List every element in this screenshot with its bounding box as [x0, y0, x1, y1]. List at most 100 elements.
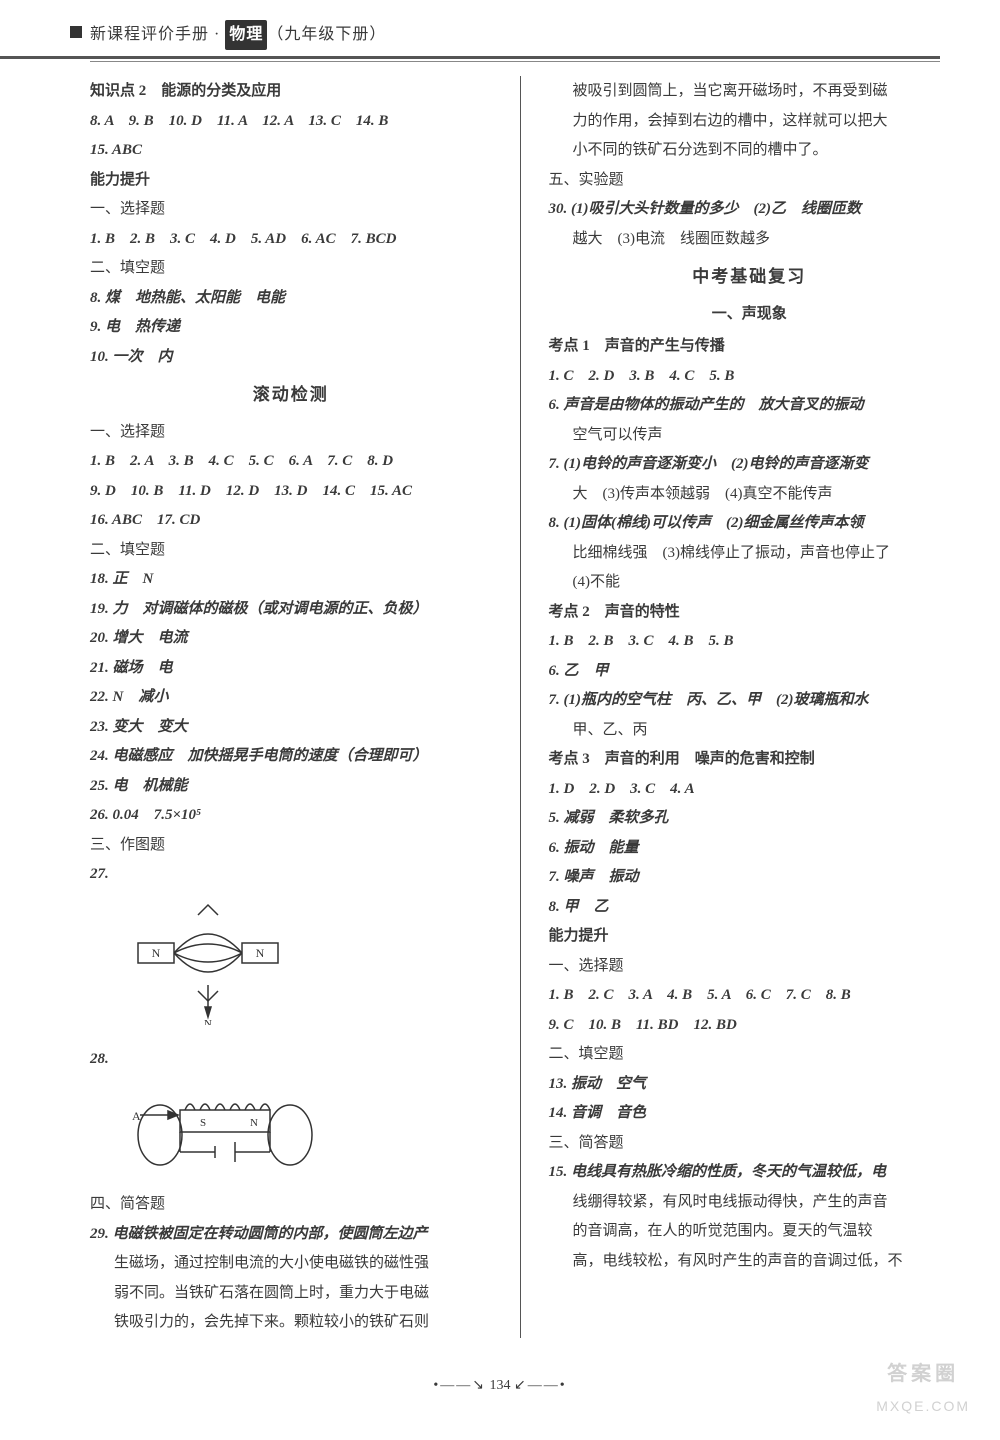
q9: 9. 电 热传递 [90, 313, 492, 342]
k2-7b: 甲、乙、丙 [549, 716, 951, 745]
q28-label: 28. [90, 1045, 492, 1074]
title-suffix: （九年级下册） [267, 26, 386, 43]
q22: 22. N 减小 [90, 683, 492, 712]
q24: 24. 电磁感应 加快摇晃手电筒的速度（合理即可） [90, 742, 492, 771]
a13: 13. 振动 空气 [549, 1070, 951, 1099]
r-sec2-heading: 二、填空题 [90, 536, 492, 565]
ability-up-heading: 能力提升 [90, 166, 492, 195]
q21: 21. 磁场 电 [90, 654, 492, 683]
watermark-bottom: MXQE.COM [876, 1393, 970, 1420]
sound-title: 一、声现象 [549, 300, 951, 329]
q18: 18. 正 N [90, 565, 492, 594]
sec2-heading: 二、填空题 [90, 254, 492, 283]
footer-deco-right: ↙——• [514, 1378, 567, 1393]
k1-7b: 大 (3)传声本领越弱 (4)真空不能传声 [549, 480, 951, 509]
right-column: 被吸引到圆筒上，当它离开磁场时，不再受到磁 力的作用，会掉到右边的槽中，这样就可… [549, 76, 951, 1337]
q30-line2: 越大 (3)电流 线圈匝数越多 [549, 225, 951, 254]
ability-heading: 能力提升 [549, 922, 951, 951]
left-column: 知识点 2 能源的分类及应用 8. A 9. B 10. D 11. A 12.… [90, 76, 492, 1337]
page-footer: •——↘ 134 ↙——• [0, 1373, 1000, 1400]
q30-line1: 30. (1)吸引大头针数量的多少 (2)乙 线圈匝数 [549, 195, 951, 224]
q19: 19. 力 对调磁体的磁极（或对调电源的正、负极） [90, 595, 492, 624]
content-columns: 知识点 2 能源的分类及应用 8. A 9. B 10. D 11. A 12.… [0, 76, 1000, 1337]
q29-line2: 生磁场，通过控制电流的大小使电磁铁的磁性强 [90, 1249, 492, 1278]
q27-diagram: N N N [120, 895, 492, 1036]
q26: 26. 0.04 7.5×10⁵ [90, 801, 492, 830]
r-sec3-heading: 三、作图题 [90, 831, 492, 860]
k2-6: 6. 乙 甲 [549, 657, 951, 686]
q29-cont1: 被吸引到圆筒上，当它离开磁场时，不再受到磁 [549, 77, 951, 106]
r1: 1. B 2. A 3. B 4. C 5. C 6. A 7. C 8. D [90, 447, 492, 476]
k1-7a: 7. (1)电铃的声音逐渐变小 (2)电铃的声音逐渐变 [549, 450, 951, 479]
a15-line3: 的音调高，在人的听觉范围内。夏天的气温较 [549, 1217, 951, 1246]
r3: 16. ABC 17. CD [90, 506, 492, 535]
rolling-title: 滚动检测 [90, 379, 492, 411]
k1-8c: (4)不能 [549, 568, 951, 597]
k3-ans: 1. D 2. D 3. C 4. A [549, 775, 951, 804]
a1: 1. B 2. C 3. A 4. B 5. A 6. C 7. C 8. B [549, 981, 951, 1010]
subject-badge: 物理 [225, 20, 267, 50]
k1-ans: 1. C 2. D 3. B 4. C 5. B [549, 362, 951, 391]
q29-cont3: 小不同的铁矿石分选到不同的槽中了。 [549, 136, 951, 165]
q29-cont2: 力的作用，会掉到右边的槽中，这样就可以把大 [549, 107, 951, 136]
svg-text:N: N [152, 946, 161, 960]
k1-6b: 空气可以传声 [549, 421, 951, 450]
r2: 9. D 10. B 11. D 12. D 13. D 14. C 15. A… [90, 477, 492, 506]
q25: 25. 电 机械能 [90, 772, 492, 801]
r-sec4-heading: 四、简答题 [90, 1190, 492, 1219]
book-title: 新课程评价手册 · 物理（九年级下册） [90, 26, 386, 43]
a-sec1-heading: 一、选择题 [549, 952, 951, 981]
a14: 14. 音调 音色 [549, 1099, 951, 1128]
q29-line4: 铁吸引力的，会先掉下来。颗粒较小的铁矿石则 [90, 1308, 492, 1337]
k3-5: 5. 减弱 柔软多孔 [549, 804, 951, 833]
electromagnet-icon: A S N [120, 1080, 320, 1170]
footer-deco-left: •——↘ [433, 1378, 486, 1393]
a-sec3-heading: 三、简答题 [549, 1129, 951, 1158]
kp2-heading: 考点 2 声音的特性 [549, 598, 951, 627]
sec5-heading: 五、实验题 [549, 166, 951, 195]
magnet-field-icon: N N N [120, 895, 300, 1025]
k1-8a: 8. (1)固体(棉线)可以传声 (2)细金属丝传声本领 [549, 509, 951, 538]
q29-line3: 弱不同。当铁矿石落在圆筒上时，重力大于电磁 [90, 1279, 492, 1308]
title-prefix: 新课程评价手册 · [90, 26, 225, 43]
a15-line4: 高，电线较松，有风时产生的声音的音调过低，不 [549, 1247, 951, 1276]
q23: 23. 变大 变大 [90, 713, 492, 742]
header-rule [90, 61, 940, 62]
k1-6a: 6. 声音是由物体的振动产生的 放大音叉的振动 [549, 391, 951, 420]
k1-8b: 比细棉线强 (3)棉线停止了振动，声音也停止了 [549, 539, 951, 568]
q10: 10. 一次 内 [90, 343, 492, 372]
sec1-heading: 一、选择题 [90, 195, 492, 224]
k2-7a: 7. (1)瓶内的空气柱 丙、乙、甲 (2)玻璃瓶和水 [549, 686, 951, 715]
header-marker-icon [70, 26, 82, 38]
svg-text:N: N [250, 1117, 258, 1129]
q8: 8. 煤 地热能、太阳能 电能 [90, 284, 492, 313]
kp2-answers-row1: 8. A 9. B 10. D 11. A 12. A 13. C 14. B [90, 107, 492, 136]
k3-6: 6. 振动 能量 [549, 834, 951, 863]
k2-ans: 1. B 2. B 3. C 4. B 5. B [549, 627, 951, 656]
a15-line1: 15. 电线具有热胀冷缩的性质，冬天的气温较低，电 [549, 1158, 951, 1187]
k3-7: 7. 噪声 振动 [549, 863, 951, 892]
a2: 9. C 10. B 11. BD 12. BD [549, 1011, 951, 1040]
r-sec1-heading: 一、选择题 [90, 418, 492, 447]
kp3-heading: 考点 3 声音的利用 噪声的危害和控制 [549, 745, 951, 774]
q27-label: 27. [90, 860, 492, 889]
column-divider [520, 76, 521, 1337]
watermark: 答案圈 MXQE.COM [876, 1355, 970, 1420]
kp2-title: 知识点 2 能源的分类及应用 [90, 77, 492, 106]
svg-text:N: N [256, 946, 265, 960]
q20: 20. 增大 电流 [90, 624, 492, 653]
svg-text:S: S [200, 1117, 206, 1129]
exam-title: 中考基础复习 [549, 261, 951, 293]
kp1-heading: 考点 1 声音的产生与传播 [549, 332, 951, 361]
a-sec2-heading: 二、填空题 [549, 1040, 951, 1069]
watermark-top: 答案圈 [876, 1355, 970, 1393]
kp2-answers-row2: 15. ABC [90, 136, 492, 165]
q28-diagram: A S N [120, 1080, 492, 1181]
page-number: 134 [490, 1378, 511, 1393]
svg-text:N: N [204, 1018, 212, 1025]
a15-line2: 线绷得较紧，有风时电线振动得快，产生的声音 [549, 1188, 951, 1217]
k3-8: 8. 甲 乙 [549, 893, 951, 922]
q29-line1: 29. 电磁铁被固定在转动圆筒的内部，使圆筒左边产 [90, 1220, 492, 1249]
svg-text:A: A [132, 1109, 141, 1123]
sec1-answers: 1. B 2. B 3. C 4. D 5. AD 6. AC 7. BCD [90, 225, 492, 254]
